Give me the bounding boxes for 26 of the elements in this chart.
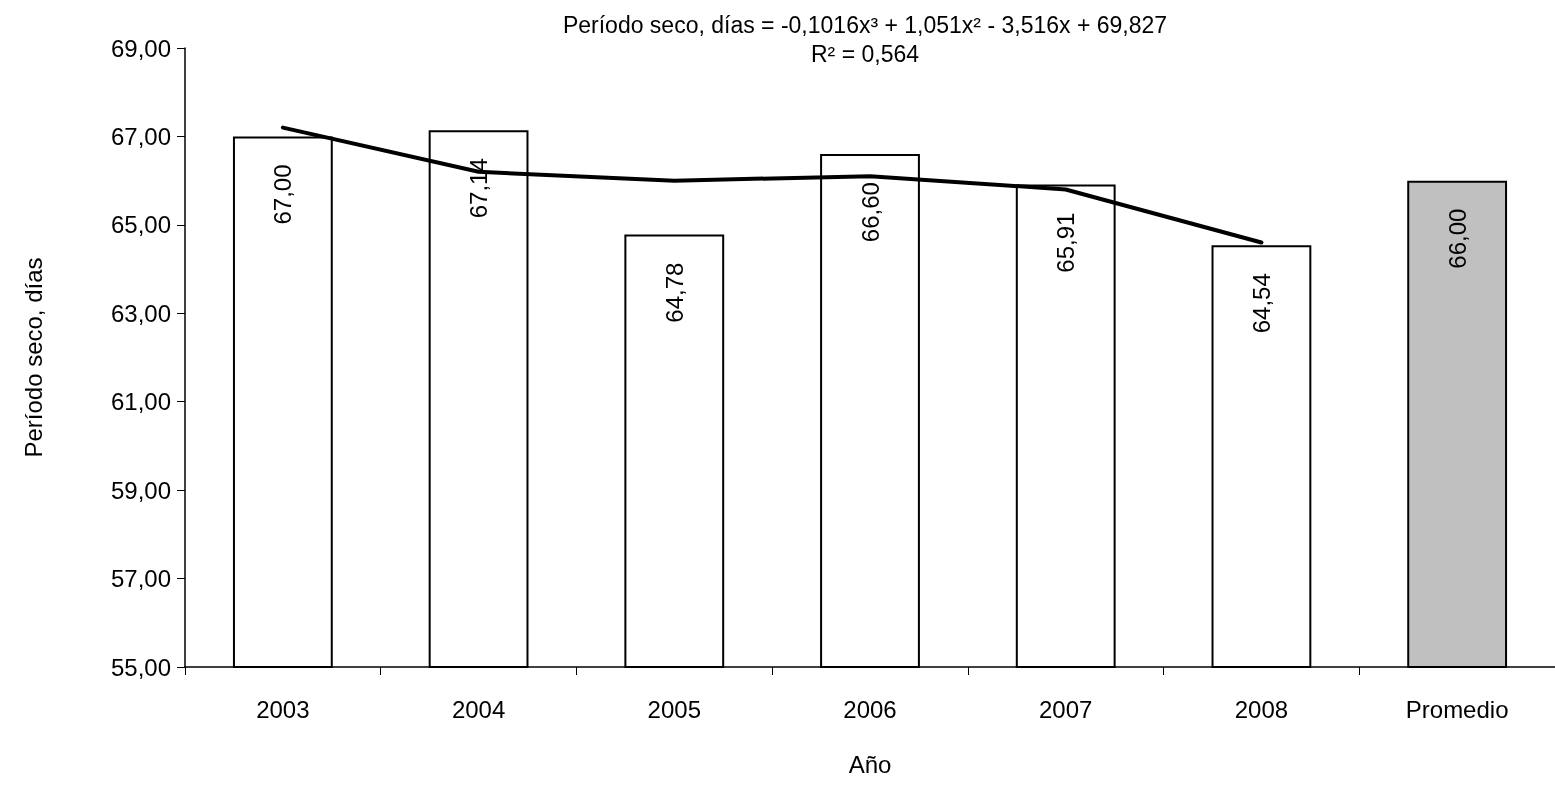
data-label: 66,60 [856, 182, 884, 243]
y-tick-label: 59,00 [110, 476, 171, 504]
chart-subtitle: R² = 0,564 [810, 40, 920, 67]
y-axis-title: Período seco, días [19, 257, 47, 458]
x-tick-label: 2005 [647, 695, 701, 723]
y-tick-label: 67,00 [110, 122, 171, 150]
x-tick-label: 2003 [256, 695, 310, 723]
x-tick-label: 2004 [451, 695, 506, 723]
x-axis-title: Año [848, 750, 892, 778]
x-tick-label: 2007 [1039, 695, 1093, 723]
y-tick-label: 69,00 [110, 34, 171, 62]
x-tick-label: 2008 [1234, 695, 1289, 723]
x-tick-label: 2006 [843, 695, 897, 723]
data-label: 67,14 [465, 158, 493, 219]
chart-title: Período seco, días = -0,1016x³ + 1,051x² - 3,516x + 69,827 [562, 11, 1168, 38]
data-label: 66,00 [1443, 208, 1471, 269]
y-tick-label: 61,00 [110, 388, 171, 416]
y-tick-label: 63,00 [110, 299, 171, 327]
data-label: 65,91 [1052, 212, 1080, 273]
data-label: 64,78 [660, 262, 688, 323]
data-label: 64,54 [1247, 273, 1275, 334]
data-label: 67,00 [269, 164, 297, 225]
y-tick-label: 55,00 [110, 653, 171, 681]
y-tick-label: 57,00 [110, 565, 171, 593]
x-tick-label: Promedio [1405, 695, 1509, 723]
y-tick-label: 65,00 [110, 211, 171, 239]
